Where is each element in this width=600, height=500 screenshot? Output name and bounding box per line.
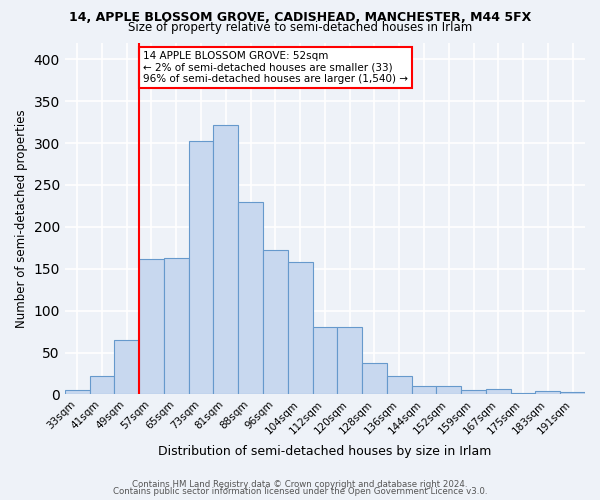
Bar [65, 390, 89, 394]
Bar [461, 390, 486, 394]
Bar [362, 362, 387, 394]
Bar [188, 142, 214, 394]
Text: Contains HM Land Registry data © Crown copyright and database right 2024.: Contains HM Land Registry data © Crown c… [132, 480, 468, 489]
Bar [214, 124, 238, 394]
Bar [486, 390, 511, 394]
Bar [412, 386, 436, 394]
X-axis label: Distribution of semi-detached houses by size in Irlam: Distribution of semi-detached houses by … [158, 444, 491, 458]
Bar [337, 328, 362, 394]
Bar [115, 340, 139, 394]
Text: 14 APPLE BLOSSOM GROVE: 52sqm
← 2% of semi-detached houses are smaller (33)
96% : 14 APPLE BLOSSOM GROVE: 52sqm ← 2% of se… [143, 51, 408, 84]
Bar [89, 376, 115, 394]
Bar [535, 391, 560, 394]
Bar [139, 258, 164, 394]
Bar [288, 262, 313, 394]
Text: Contains public sector information licensed under the Open Government Licence v3: Contains public sector information licen… [113, 488, 487, 496]
Bar [511, 393, 535, 394]
Text: Size of property relative to semi-detached houses in Irlam: Size of property relative to semi-detach… [128, 21, 472, 34]
Bar [387, 376, 412, 394]
Bar [164, 258, 188, 394]
Bar [238, 202, 263, 394]
Text: 14, APPLE BLOSSOM GROVE, CADISHEAD, MANCHESTER, M44 5FX: 14, APPLE BLOSSOM GROVE, CADISHEAD, MANC… [69, 11, 531, 24]
Bar [436, 386, 461, 394]
Bar [313, 328, 337, 394]
Y-axis label: Number of semi-detached properties: Number of semi-detached properties [15, 109, 28, 328]
Bar [263, 250, 288, 394]
Bar [560, 392, 585, 394]
